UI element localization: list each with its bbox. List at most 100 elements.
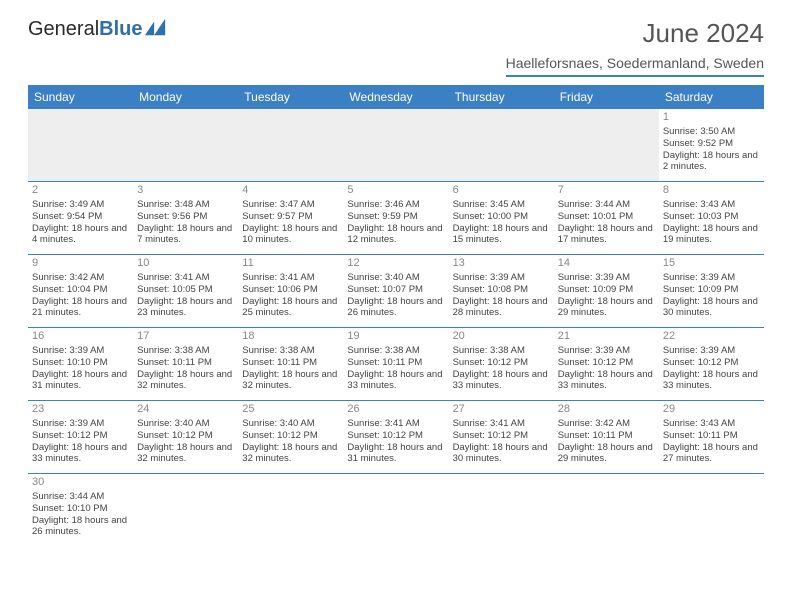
sunrise-text: Sunrise: 3:49 AM [32, 199, 129, 211]
day-number: 9 [32, 257, 129, 271]
day-number: 28 [558, 403, 655, 417]
logo-mark-icon [145, 18, 167, 36]
sunrise-text: Sunrise: 3:40 AM [137, 418, 234, 430]
calendar-cell [659, 474, 764, 547]
sunset-text: Sunset: 10:11 PM [558, 430, 655, 442]
header-row: GeneralBlue June 2024 Haelleforsnaes, So… [28, 18, 764, 77]
daylight-text: Daylight: 18 hours and 2 minutes. [663, 150, 760, 174]
calendar-cell [238, 474, 343, 547]
day-number: 23 [32, 403, 129, 417]
calendar-cell: 21Sunrise: 3:39 AMSunset: 10:12 PMDaylig… [554, 328, 659, 401]
daylight-text: Daylight: 18 hours and 32 minutes. [137, 369, 234, 393]
sunset-text: Sunset: 9:54 PM [32, 211, 129, 223]
day-number: 11 [242, 257, 339, 271]
daylight-text: Daylight: 18 hours and 32 minutes. [137, 442, 234, 466]
sunrise-text: Sunrise: 3:40 AM [347, 272, 444, 284]
day-header: Friday [554, 85, 659, 109]
calendar-cell: 1Sunrise: 3:50 AMSunset: 9:52 PMDaylight… [659, 109, 764, 182]
sunset-text: Sunset: 10:08 PM [453, 284, 550, 296]
day-header: Tuesday [238, 85, 343, 109]
calendar-head: SundayMondayTuesdayWednesdayThursdayFrid… [28, 85, 764, 109]
day-number: 13 [453, 257, 550, 271]
sunrise-text: Sunrise: 3:41 AM [347, 418, 444, 430]
calendar-row: 1Sunrise: 3:50 AMSunset: 9:52 PMDaylight… [28, 109, 764, 182]
sunset-text: Sunset: 10:12 PM [347, 430, 444, 442]
calendar-cell: 9Sunrise: 3:42 AMSunset: 10:04 PMDayligh… [28, 255, 133, 328]
daylight-text: Daylight: 18 hours and 7 minutes. [137, 223, 234, 247]
sunrise-text: Sunrise: 3:39 AM [32, 345, 129, 357]
calendar-cell: 30Sunrise: 3:44 AMSunset: 10:10 PMDaylig… [28, 474, 133, 547]
day-number: 18 [242, 330, 339, 344]
daylight-text: Daylight: 18 hours and 26 minutes. [32, 515, 129, 539]
day-number: 7 [558, 184, 655, 198]
day-number: 19 [347, 330, 444, 344]
day-number: 17 [137, 330, 234, 344]
page-subtitle: Haelleforsnaes, Soedermanland, Sweden [506, 55, 764, 77]
calendar-cell [449, 474, 554, 547]
logo-text-b: Blue [99, 18, 142, 41]
sunset-text: Sunset: 10:03 PM [663, 211, 760, 223]
calendar-cell: 14Sunrise: 3:39 AMSunset: 10:09 PMDaylig… [554, 255, 659, 328]
calendar-cell: 4Sunrise: 3:47 AMSunset: 9:57 PMDaylight… [238, 182, 343, 255]
day-number: 22 [663, 330, 760, 344]
sunrise-text: Sunrise: 3:48 AM [137, 199, 234, 211]
calendar-cell: 2Sunrise: 3:49 AMSunset: 9:54 PMDaylight… [28, 182, 133, 255]
day-number: 21 [558, 330, 655, 344]
sunset-text: Sunset: 9:57 PM [242, 211, 339, 223]
calendar-cell: 5Sunrise: 3:46 AMSunset: 9:59 PMDaylight… [343, 182, 448, 255]
sunrise-text: Sunrise: 3:43 AM [663, 418, 760, 430]
daylight-text: Daylight: 18 hours and 31 minutes. [32, 369, 129, 393]
calendar-cell: 12Sunrise: 3:40 AMSunset: 10:07 PMDaylig… [343, 255, 448, 328]
calendar-cell [28, 109, 133, 182]
sunrise-text: Sunrise: 3:45 AM [453, 199, 550, 211]
sunrise-text: Sunrise: 3:39 AM [453, 272, 550, 284]
sunrise-text: Sunrise: 3:42 AM [558, 418, 655, 430]
day-header: Saturday [659, 85, 764, 109]
day-number: 2 [32, 184, 129, 198]
sunset-text: Sunset: 10:12 PM [242, 430, 339, 442]
day-header: Monday [133, 85, 238, 109]
day-number: 6 [453, 184, 550, 198]
sunset-text: Sunset: 10:12 PM [137, 430, 234, 442]
daylight-text: Daylight: 18 hours and 27 minutes. [663, 442, 760, 466]
sunset-text: Sunset: 10:12 PM [663, 357, 760, 369]
day-number: 25 [242, 403, 339, 417]
sunset-text: Sunset: 10:11 PM [137, 357, 234, 369]
calendar-cell [238, 109, 343, 182]
day-number: 12 [347, 257, 444, 271]
sunrise-text: Sunrise: 3:47 AM [242, 199, 339, 211]
day-number: 8 [663, 184, 760, 198]
day-number: 15 [663, 257, 760, 271]
sunset-text: Sunset: 10:10 PM [32, 503, 129, 515]
logo: GeneralBlue [28, 18, 167, 41]
sunrise-text: Sunrise: 3:39 AM [663, 345, 760, 357]
day-header: Thursday [449, 85, 554, 109]
daylight-text: Daylight: 18 hours and 10 minutes. [242, 223, 339, 247]
daylight-text: Daylight: 18 hours and 33 minutes. [453, 369, 550, 393]
sunset-text: Sunset: 10:10 PM [32, 357, 129, 369]
sunrise-text: Sunrise: 3:38 AM [242, 345, 339, 357]
calendar-cell: 29Sunrise: 3:43 AMSunset: 10:11 PMDaylig… [659, 401, 764, 474]
daylight-text: Daylight: 18 hours and 33 minutes. [663, 369, 760, 393]
day-number: 1 [663, 111, 760, 125]
daylight-text: Daylight: 18 hours and 26 minutes. [347, 296, 444, 320]
daylight-text: Daylight: 18 hours and 33 minutes. [558, 369, 655, 393]
sunset-text: Sunset: 10:11 PM [347, 357, 444, 369]
title-block: June 2024 Haelleforsnaes, Soedermanland,… [506, 18, 764, 77]
calendar-cell: 26Sunrise: 3:41 AMSunset: 10:12 PMDaylig… [343, 401, 448, 474]
calendar-cell: 18Sunrise: 3:38 AMSunset: 10:11 PMDaylig… [238, 328, 343, 401]
sunset-text: Sunset: 9:52 PM [663, 138, 760, 150]
sunrise-text: Sunrise: 3:46 AM [347, 199, 444, 211]
sunset-text: Sunset: 10:12 PM [453, 357, 550, 369]
daylight-text: Daylight: 18 hours and 17 minutes. [558, 223, 655, 247]
calendar-cell [133, 109, 238, 182]
day-number: 20 [453, 330, 550, 344]
sunset-text: Sunset: 10:05 PM [137, 284, 234, 296]
sunrise-text: Sunrise: 3:38 AM [137, 345, 234, 357]
sunset-text: Sunset: 9:56 PM [137, 211, 234, 223]
daylight-text: Daylight: 18 hours and 4 minutes. [32, 223, 129, 247]
sunrise-text: Sunrise: 3:43 AM [663, 199, 760, 211]
page-title: June 2024 [506, 18, 764, 49]
daylight-text: Daylight: 18 hours and 12 minutes. [347, 223, 444, 247]
sunrise-text: Sunrise: 3:41 AM [242, 272, 339, 284]
